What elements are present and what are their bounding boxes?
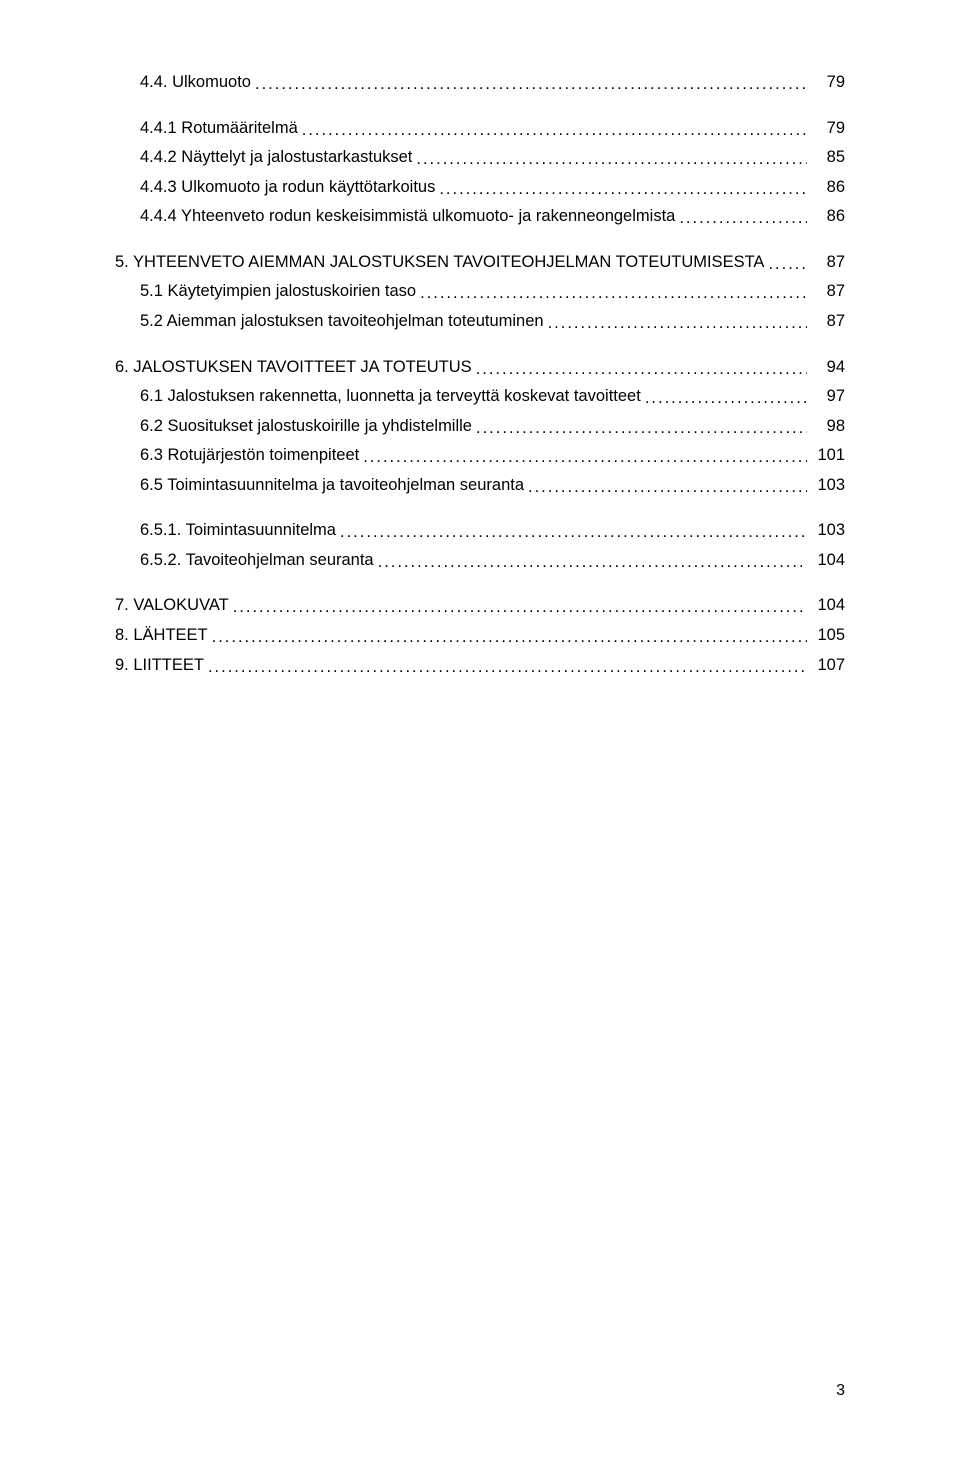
toc-dot-leader xyxy=(212,625,807,651)
toc-dot-leader xyxy=(363,445,807,471)
toc-entry: 5.1 Käytetyimpien jalostuskoirien taso 87 xyxy=(140,279,845,305)
toc-entry-page: 87 xyxy=(811,309,845,335)
toc-entry-label: 6. JALOSTUKSEN TAVOITTEET JA TOTEUTUS xyxy=(115,355,472,381)
toc-entry-label: 5. YHTEENVETO AIEMMAN JALOSTUKSEN TAVOIT… xyxy=(115,250,764,276)
toc-entry-page: 94 xyxy=(811,355,845,381)
toc-entry-label: 6.1 Jalostuksen rakennetta, luonnetta ja… xyxy=(140,384,641,410)
toc-dot-leader xyxy=(476,357,807,383)
toc-entry: 4.4.4 Yhteenveto rodun keskeisimmistä ul… xyxy=(140,204,845,230)
toc-entry-page: 79 xyxy=(811,70,845,96)
toc-entry: 4.4. Ulkomuoto 79 xyxy=(140,70,845,96)
toc-entry-page: 86 xyxy=(811,175,845,201)
toc-entry-page: 105 xyxy=(811,623,845,649)
toc-entry: 9. LIITTEET 107 xyxy=(115,653,845,679)
toc-entry-page: 103 xyxy=(811,473,845,499)
toc-entry-page: 79 xyxy=(811,116,845,142)
toc-entry-page: 104 xyxy=(811,593,845,619)
page: 4.4. Ulkomuoto794.4.1 Rotumääritelmä794.… xyxy=(0,0,960,1470)
toc-entry: 7. VALOKUVAT 104 xyxy=(115,593,845,619)
toc-dot-leader xyxy=(302,118,807,144)
toc-entry: 4.4.2 Näyttelyt ja jalostustarkastukset 8… xyxy=(140,145,845,171)
toc-entry-label: 6.5.1. Toimintasuunnitelma xyxy=(140,518,336,544)
page-number: 3 xyxy=(836,1382,845,1400)
toc-dot-leader xyxy=(476,416,807,442)
toc-entry: 6.3 Rotujärjestön toimenpiteet 101 xyxy=(140,443,845,469)
toc-entry: 6.5 Toimintasuunnitelma ja tavoiteohjelm… xyxy=(140,473,845,499)
toc-entry-page: 86 xyxy=(811,204,845,230)
toc-entry-label: 4.4.1 Rotumääritelmä xyxy=(140,116,298,142)
toc-entry-page: 87 xyxy=(811,279,845,305)
toc-dot-leader xyxy=(420,281,807,307)
toc-entry-page: 101 xyxy=(811,443,845,469)
toc-dot-leader xyxy=(340,520,807,546)
toc-dot-leader xyxy=(548,311,807,337)
toc-entry: 8. LÄHTEET 105 xyxy=(115,623,845,649)
toc-entry: 4.4.1 Rotumääritelmä 79 xyxy=(140,116,845,142)
toc-entry: 5.2 Aiemman jalostuksen tavoiteohjelman … xyxy=(140,309,845,335)
toc-dot-leader xyxy=(208,655,807,681)
toc-entry-page: 104 xyxy=(811,548,845,574)
toc-entry: 6.5.2. Tavoiteohjelman seuranta 104 xyxy=(140,548,845,574)
toc-entry-label: 5.1 Käytetyimpien jalostuskoirien taso xyxy=(140,279,416,305)
toc-dot-leader xyxy=(255,72,807,98)
toc-entry-label: 4.4. Ulkomuoto xyxy=(140,70,251,96)
toc-entry: 6.1 Jalostuksen rakennetta, luonnetta ja… xyxy=(140,384,845,410)
toc-dot-leader xyxy=(378,550,807,576)
toc-entry-label: 6.5 Toimintasuunnitelma ja tavoiteohjelm… xyxy=(140,473,524,499)
toc-dot-leader xyxy=(679,206,807,232)
toc-dot-leader xyxy=(416,147,807,173)
toc-entry-page: 107 xyxy=(811,653,845,679)
toc-entry-page: 103 xyxy=(811,518,845,544)
toc-entry-label: 5.2 Aiemman jalostuksen tavoiteohjelman … xyxy=(140,309,544,335)
toc-dot-leader xyxy=(233,595,807,621)
toc-entry-label: 7. VALOKUVAT xyxy=(115,593,229,619)
toc-entry-label: 4.4.2 Näyttelyt ja jalostustarkastukset xyxy=(140,145,412,171)
toc-dot-leader xyxy=(439,177,807,203)
table-of-contents: 4.4. Ulkomuoto794.4.1 Rotumääritelmä794.… xyxy=(115,70,845,678)
toc-entry-label: 6.2 Suositukset jalostuskoirille ja yhdi… xyxy=(140,414,472,440)
toc-entry: 6. JALOSTUKSEN TAVOITTEET JA TOTEUTUS 94 xyxy=(115,355,845,381)
toc-entry-page: 87 xyxy=(811,250,845,276)
toc-dot-leader xyxy=(528,475,807,501)
toc-entry-page: 98 xyxy=(811,414,845,440)
toc-dot-leader xyxy=(645,386,807,412)
toc-entry-label: 6.3 Rotujärjestön toimenpiteet xyxy=(140,443,359,469)
toc-entry-label: 8. LÄHTEET xyxy=(115,623,208,649)
toc-entry: 5. YHTEENVETO AIEMMAN JALOSTUKSEN TAVOIT… xyxy=(115,250,845,276)
toc-entry-label: 9. LIITTEET xyxy=(115,653,204,679)
toc-entry-page: 97 xyxy=(811,384,845,410)
toc-dot-leader xyxy=(768,252,807,278)
toc-entry: 4.4.3 Ulkomuoto ja rodun käyttötarkoitus… xyxy=(140,175,845,201)
toc-entry-label: 6.5.2. Tavoiteohjelman seuranta xyxy=(140,548,374,574)
toc-entry-page: 85 xyxy=(811,145,845,171)
toc-entry: 6.2 Suositukset jalostuskoirille ja yhdi… xyxy=(140,414,845,440)
toc-entry: 6.5.1. Toimintasuunnitelma 103 xyxy=(140,518,845,544)
toc-entry-label: 4.4.3 Ulkomuoto ja rodun käyttötarkoitus xyxy=(140,175,435,201)
toc-entry-label: 4.4.4 Yhteenveto rodun keskeisimmistä ul… xyxy=(140,204,675,230)
